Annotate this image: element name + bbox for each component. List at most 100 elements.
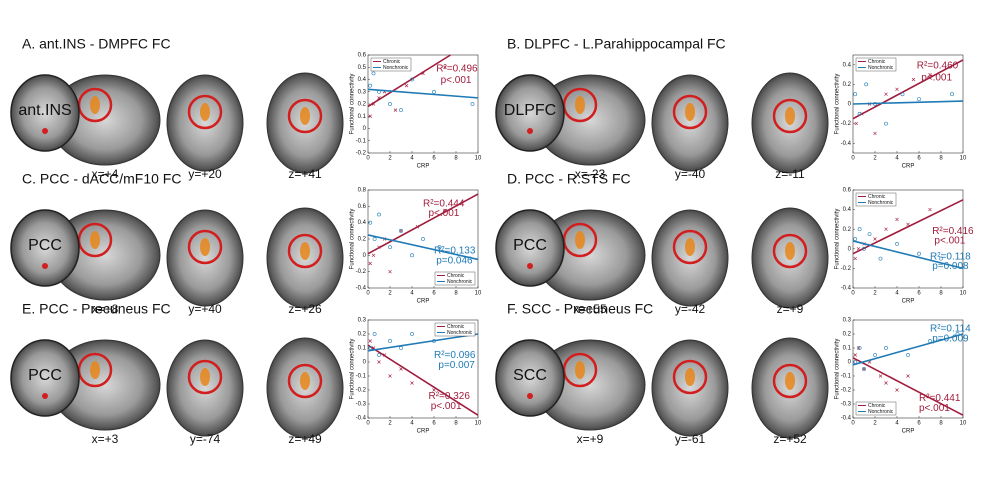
point [388,374,392,378]
point [906,222,910,227]
brain-slice [651,74,729,172]
seed-inset [495,339,565,417]
point [399,346,403,350]
stat-annotation: R²=0.114 [930,324,971,335]
point [928,72,932,77]
point [853,92,858,97]
slice-coordinate: y=+20 [188,167,222,181]
point [368,114,372,118]
stat-annotation: R²=0.326 [429,391,471,402]
y-tick-label: -0.4 [841,416,852,422]
activation [300,107,310,125]
y-tick-label: 0.1 [843,346,852,352]
seed-inset [10,74,80,152]
stat-annotation: p<.001 [921,72,952,83]
point [853,256,857,261]
point [895,388,899,392]
point [917,97,921,102]
seed-inset [495,209,565,287]
y-tick-label: -0.4 [841,286,852,292]
x-tick-label: 10 [960,156,967,162]
legend-label: Nonchronic [868,65,894,71]
seed-dot [42,263,48,269]
x-tick-label: 10 [960,421,967,427]
x-tick-label: 2 [873,291,877,297]
y-tick-label: -0.4 [356,286,367,292]
legend-label: Chronic [868,59,886,65]
point [368,339,372,343]
point [368,261,372,266]
point [410,332,414,336]
fit-line [852,100,964,105]
point [437,245,442,250]
roi-circle [772,98,808,134]
seed-inset [10,209,80,287]
x-tick-label: 8 [454,156,458,162]
panel-title: A. ant.INS - DMPFC FC [22,36,171,52]
stat-annotation: p<.001 [934,236,965,247]
panel-title: D. PCC - R.STS FC [507,171,631,187]
y-tick-label: 0.3 [358,318,367,324]
fit-line [852,240,964,270]
y-tick-label: -0.2 [356,151,367,157]
stat-annotation: R²=0.441 [919,393,961,404]
point [884,121,888,126]
point [895,241,899,246]
y-axis-label: Functional connectivity [350,339,356,400]
x-axis-label: CRP [417,429,430,435]
y-tick-label: 0.5 [358,65,367,71]
point [911,77,916,82]
roi-circle [187,229,223,265]
point [950,92,954,97]
fit-line [852,357,964,416]
x-tick-label: 4 [410,421,414,427]
activation [200,103,210,121]
y-tick-label: -0.2 [841,121,852,127]
stat-annotation: p<.001 [441,75,472,86]
fit-line [367,193,479,255]
y-tick-label: 0.4 [843,207,852,213]
point [393,108,398,112]
x-tick-label: 0 [851,156,855,162]
x-axis-label: CRP [902,299,915,305]
roi-circle [772,233,808,269]
stat-annotation: R²=0.118 [930,251,971,262]
seed-dot [527,263,533,269]
slice-coordinate: y=-42 [675,302,706,316]
plot-frame [852,189,964,289]
y-tick-label: 0.2 [843,227,852,233]
activation [300,242,310,260]
brain-slice [651,339,729,437]
point [884,227,888,231]
x-tick-label: 8 [454,291,458,297]
x-tick-label: 2 [388,156,392,162]
x-axis-label: CRP [417,164,430,170]
activation [785,372,795,390]
x-tick-label: 6 [432,156,436,162]
point [939,256,943,261]
stat-annotation: R²=0.460 [917,61,959,72]
y-tick-label: 0.4 [358,77,367,83]
x-tick-label: 10 [475,291,482,297]
fit-line [367,344,479,416]
x-tick-label: 6 [917,156,921,162]
point [878,374,883,378]
point [388,339,392,343]
y-tick-label: -0.3 [356,402,367,408]
point [368,346,373,350]
brain-slice [166,209,244,307]
y-tick-label: -0.1 [841,374,852,380]
point [857,346,862,350]
point [388,269,392,274]
y-tick-label: 0 [363,253,367,259]
point [928,207,932,212]
x-tick-label: 2 [873,421,877,427]
seed-label: DLPFC [504,102,556,119]
y-axis-label: Functional connectivity [350,209,356,270]
x-axis-label: CRP [902,164,915,170]
roi-circle [287,98,323,134]
brain-slice [166,74,244,172]
stat-annotation: p=0.009 [932,333,969,344]
activation [575,361,585,379]
point [377,360,381,364]
